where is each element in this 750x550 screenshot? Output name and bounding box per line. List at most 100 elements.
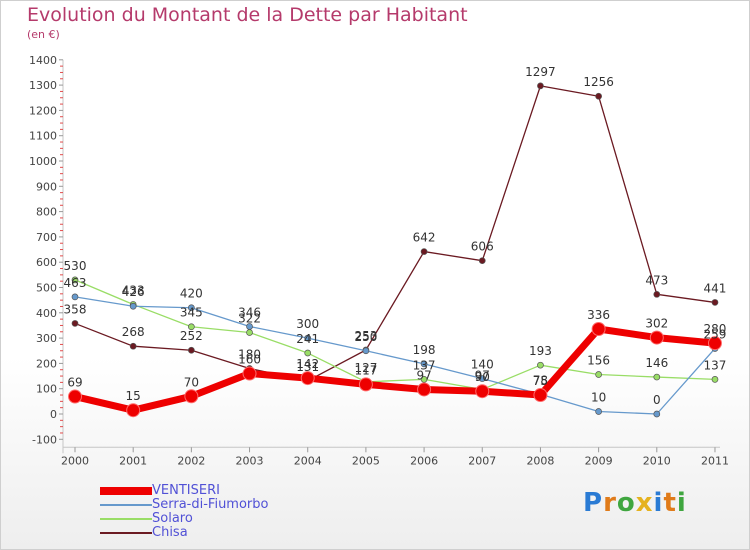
legend: VENTISERI Serra-di-Fiumorbo Solaro Chisa (100, 484, 268, 540)
data-label: 250 (354, 330, 377, 344)
data-label: 253 (354, 329, 377, 343)
data-label: 426 (122, 285, 145, 299)
y-tick-label: 300 (36, 332, 57, 345)
x-tick-label: 2005 (352, 454, 380, 467)
data-point-serra-di-fiumorbo (246, 323, 253, 330)
data-label: 75 (533, 374, 548, 388)
y-tick-label: 1100 (29, 130, 57, 143)
logo-letter: t (663, 488, 677, 518)
data-point-chisa (420, 248, 428, 255)
data-point-serra-di-fiumorbo (595, 408, 602, 415)
logo-letter: i (653, 488, 664, 518)
legend-item-serra-di-fiumorbo: Serra-di-Fiumorbo (100, 498, 268, 512)
data-label: 156 (587, 354, 610, 368)
logo-letter: P (583, 488, 604, 518)
data-point-ventiseri (591, 321, 606, 336)
data-point-serra-di-fiumorbo (129, 302, 137, 310)
x-tick-label: 2008 (526, 454, 554, 467)
data-point-chisa (71, 320, 79, 327)
y-tick-label: 1200 (29, 104, 57, 117)
legend-swatch (100, 518, 152, 520)
data-point-ventiseri (300, 371, 315, 386)
logo-letter: i (676, 488, 687, 518)
y-tick-label: 100 (36, 383, 57, 396)
legend-item-solaro: Solaro (100, 512, 268, 526)
chart-title: Evolution du Montant de la Dette par Hab… (27, 4, 468, 26)
data-point-chisa (711, 299, 719, 306)
x-tick-label: 2004 (294, 454, 322, 467)
data-point-chisa (653, 290, 661, 298)
data-label: 1256 (583, 75, 614, 89)
proxiti-logo: Proxiti (583, 488, 687, 518)
data-label: 1297 (525, 65, 556, 79)
data-label: 70 (184, 375, 199, 389)
data-point-chisa (478, 257, 486, 265)
y-tick-label: 1000 (29, 155, 57, 168)
data-point-solaro (71, 276, 79, 284)
data-label: 127 (354, 361, 377, 375)
data-label: 97 (475, 368, 490, 382)
line-chart: -100010020030040050060070080090010001100… (29, 54, 729, 467)
data-point-ventiseri (184, 389, 199, 404)
x-tick-label: 2009 (585, 454, 613, 467)
data-label: 69 (67, 376, 82, 390)
data-label: 642 (413, 231, 436, 245)
data-label: 90 (475, 370, 490, 384)
data-label: 433 (122, 283, 145, 297)
data-point-solaro (420, 375, 428, 383)
legend-item-ventiseri: VENTISERI (100, 484, 268, 498)
data-point-chisa (537, 82, 544, 90)
x-tick-label: 2011 (701, 454, 729, 467)
series-line-ventiseri (74, 325, 716, 414)
data-point-ventiseri (417, 382, 432, 397)
x-tick-label: 2000 (61, 454, 89, 467)
chart-subtitle: (en €) (27, 28, 60, 41)
data-label: 530 (64, 259, 87, 273)
legend-label: Chisa (152, 525, 188, 540)
data-point-serra-di-fiumorbo (478, 375, 486, 382)
data-label: 420 (180, 287, 203, 301)
data-label: 117 (354, 363, 377, 377)
data-label: 180 (238, 347, 261, 361)
y-tick-label: -100 (32, 433, 57, 446)
data-point-solaro (246, 329, 253, 336)
legend-swatch (100, 487, 152, 495)
data-label: 0 (653, 393, 661, 407)
data-label: 198 (413, 343, 436, 357)
data-point-serra-di-fiumorbo (362, 347, 370, 355)
x-tick-label: 2002 (177, 454, 205, 467)
logo-letter: r (603, 488, 617, 518)
x-tick-label: 2010 (643, 454, 671, 467)
legend-swatch (100, 532, 152, 534)
data-label: 302 (645, 317, 668, 331)
data-label: 473 (645, 273, 668, 287)
data-label: 140 (471, 358, 494, 372)
y-tick-label: 1400 (29, 54, 57, 67)
data-point-ventiseri (475, 384, 490, 399)
y-tick-label: 1300 (29, 79, 57, 92)
data-label: 137 (704, 358, 727, 372)
series-line-chisa (74, 85, 716, 382)
x-tick-label: 2007 (468, 454, 496, 467)
legend-item-chisa: Chisa (100, 526, 268, 540)
data-point-ventiseri (533, 388, 548, 403)
data-label: 10 (591, 390, 606, 404)
data-point-solaro (304, 349, 312, 357)
y-tick-label: 500 (36, 282, 57, 295)
data-point-solaro (188, 323, 195, 331)
y-tick-label: 400 (36, 307, 57, 320)
legend-label: Solaro (152, 511, 193, 526)
data-label: 345 (180, 306, 203, 320)
data-point-serra-di-fiumorbo (304, 334, 312, 342)
data-label: 241 (296, 332, 319, 346)
data-label: 131 (296, 360, 319, 374)
series-line-solaro (74, 279, 716, 391)
data-label: 280 (704, 322, 727, 336)
data-label: 252 (180, 329, 203, 343)
data-label: 137 (413, 358, 436, 372)
data-label: 146 (645, 356, 668, 370)
data-point-serra-di-fiumorbo (71, 293, 79, 301)
series-line-serra-di-fiumorbo (74, 296, 716, 415)
data-point-solaro (653, 373, 661, 381)
